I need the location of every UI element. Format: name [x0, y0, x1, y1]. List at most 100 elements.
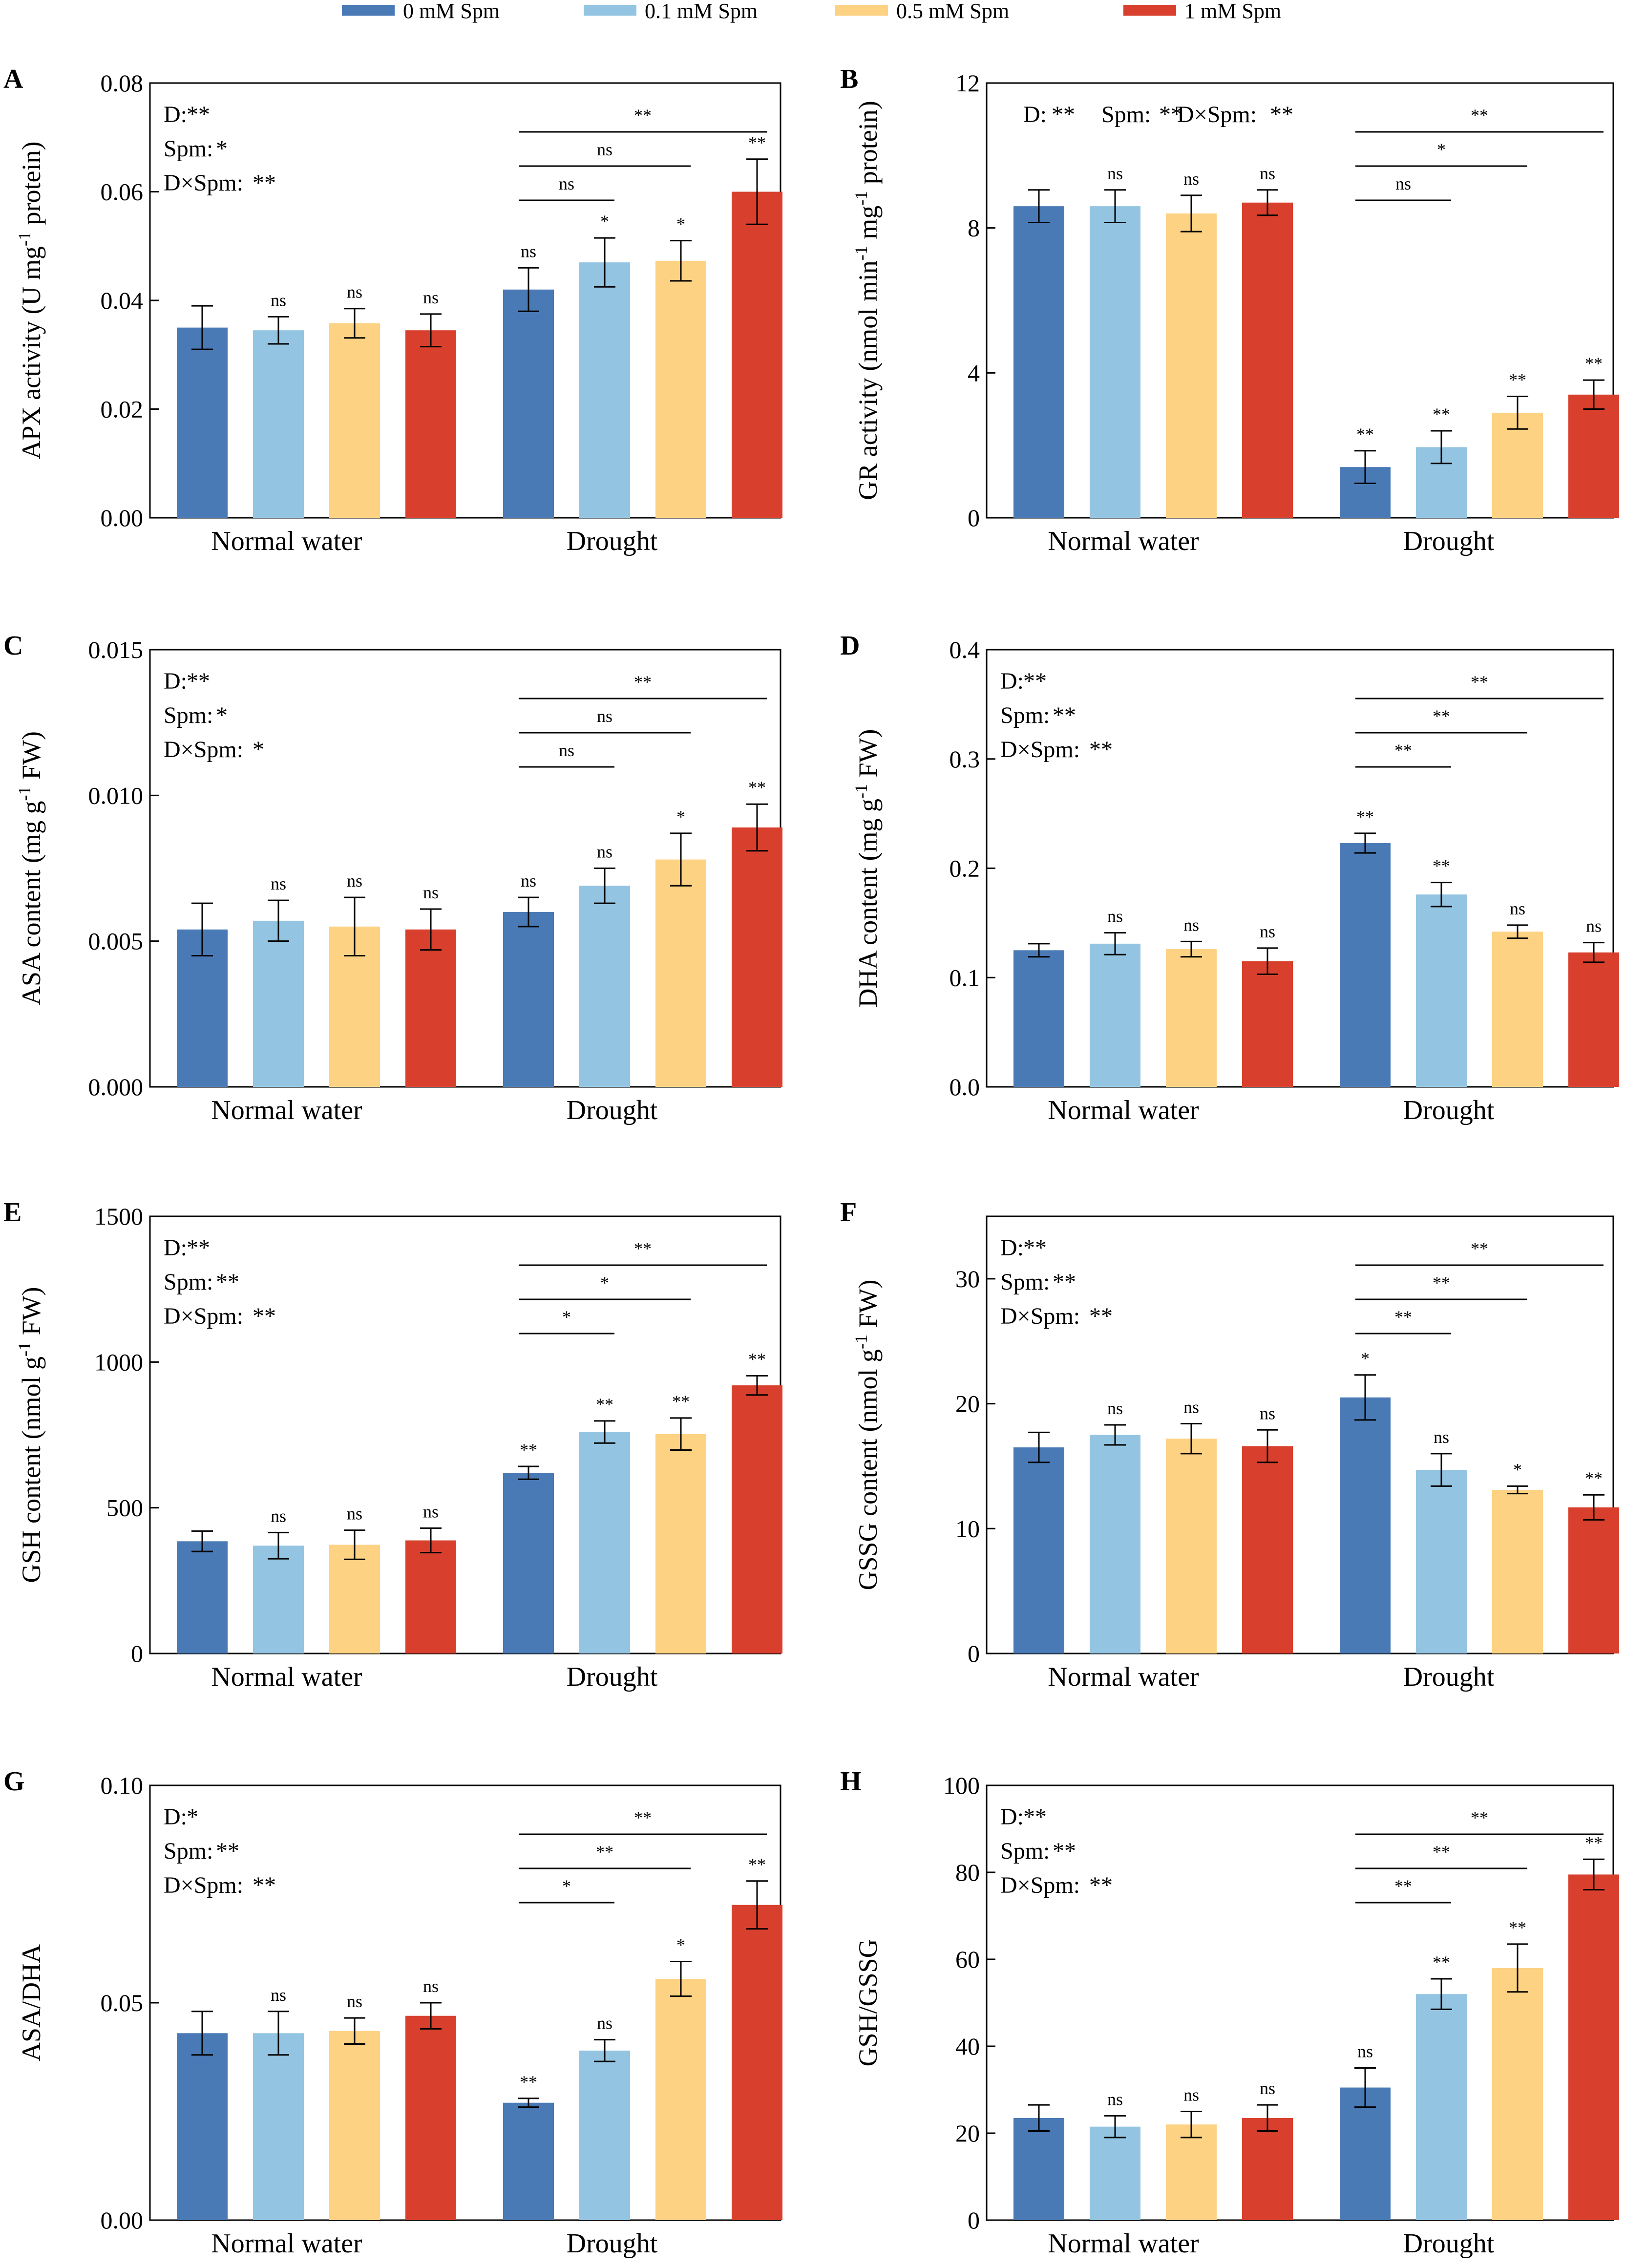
bar: [1568, 394, 1619, 518]
y-axis-label-sup: -1: [15, 786, 34, 801]
significance-label: ns: [423, 1976, 439, 1996]
significance-label: ns: [1260, 1403, 1275, 1423]
bar: [1090, 206, 1140, 518]
stat-label: D:: [1023, 102, 1047, 127]
stat-sig: **: [1270, 102, 1293, 127]
y-tick-label: 0.015: [88, 636, 144, 663]
stat-sig: **: [1089, 1303, 1113, 1329]
bar: [579, 2050, 630, 2220]
significance-label: *: [676, 807, 685, 827]
legend-label: 0 mM Spm: [403, 0, 500, 23]
category-label: Normal water: [211, 2228, 362, 2259]
y-tick-label: 30: [955, 1265, 980, 1293]
panel-letter: D: [840, 631, 860, 661]
significance-label: *: [1513, 1460, 1522, 1479]
y-tick-label: 4: [968, 359, 980, 386]
significance-label: **: [1585, 1833, 1603, 1852]
bracket-label: ns: [559, 174, 574, 193]
y-tick-label: 100: [943, 1772, 980, 1799]
y-tick-label: 0.08: [101, 69, 144, 97]
legend-swatch: [584, 5, 636, 16]
significance-label: *: [600, 212, 609, 231]
bar: [1242, 961, 1293, 1087]
stat-sig: *: [187, 1804, 198, 1830]
y-axis-label: ASA content (mg g-1 FW): [15, 731, 46, 1005]
y-axis-label-sup: -1: [851, 1335, 871, 1349]
stat-label: D×Spm:: [164, 737, 243, 763]
legend-swatch: [342, 5, 395, 16]
y-axis-label-text: GR activity (nmol min: [853, 260, 883, 500]
bar: [503, 912, 554, 1087]
y-tick-label: 0.02: [101, 396, 144, 423]
category-label: Normal water: [211, 526, 362, 556]
bar: [253, 330, 304, 518]
stat-sig: **: [1089, 737, 1113, 763]
bar: [732, 1905, 782, 2220]
bracket-label: ns: [597, 706, 612, 726]
category-label: Normal water: [1048, 1662, 1199, 1692]
bar: [1242, 1446, 1293, 1653]
panel-D: D 0.0 0.1 0.2 0.3 0.4 DHA content (mg g-1 FW) N…: [840, 631, 1619, 1125]
significance-label: ns: [1510, 899, 1525, 918]
significance-label: **: [748, 778, 766, 797]
bar: [655, 1979, 706, 2220]
category-label: Normal water: [211, 1095, 362, 1125]
stat-label: D:: [164, 1804, 187, 1830]
significance-label: **: [1433, 1952, 1450, 1972]
category-label: Drought: [567, 2228, 658, 2259]
significance-label: **: [520, 2072, 537, 2092]
bar: [1568, 1507, 1619, 1653]
significance-label: ns: [597, 2014, 612, 2033]
stat-label: Spm:: [1000, 1838, 1050, 1864]
bar: [253, 2033, 304, 2220]
significance-label: **: [1585, 354, 1603, 373]
bar: [1242, 2118, 1293, 2220]
stat-label: D:: [164, 1235, 187, 1261]
significance-label: ns: [1434, 1427, 1449, 1447]
stat-label: D:: [164, 668, 187, 694]
panel-letter: H: [840, 1766, 862, 1797]
bar: [1568, 952, 1619, 1087]
y-tick-label: 0.1: [950, 964, 980, 991]
significance-label: ns: [1183, 915, 1199, 934]
bracket-label: **: [1433, 1842, 1450, 1862]
bar: [655, 859, 706, 1087]
significance-label: **: [748, 1349, 766, 1369]
stat-label: D×Spm:: [1000, 737, 1080, 763]
bar: [253, 920, 304, 1087]
bracket-label: *: [600, 1273, 609, 1293]
y-tick-label: 0.04: [101, 287, 144, 314]
significance-label: ns: [597, 842, 612, 862]
significance-label: ns: [347, 871, 362, 890]
y-tick-label: 40: [955, 2033, 980, 2060]
legend-label: 0.5 mM Spm: [896, 0, 1009, 23]
y-tick-label: 0: [968, 2206, 980, 2234]
y-tick-label: 0.00: [101, 504, 144, 531]
y-axis-label: GSH/GSSG: [853, 1939, 883, 2066]
significance-label: ns: [271, 1506, 286, 1526]
bracket-label: *: [562, 1876, 571, 1896]
bar: [1090, 1435, 1140, 1653]
y-tick-label: 0.06: [101, 178, 144, 206]
bar: [655, 260, 706, 518]
bracket-label: **: [634, 672, 652, 692]
stat-sig: **: [1023, 1235, 1047, 1261]
bar: [1013, 950, 1064, 1087]
panel-letter: G: [3, 1766, 25, 1797]
y-tick-label: 0.4: [950, 636, 980, 663]
bar: [1340, 1397, 1391, 1653]
bar: [579, 886, 630, 1087]
category-label: Drought: [567, 526, 658, 556]
stat-label: Spm:: [164, 702, 213, 728]
panel-C: C 0.000 0.005 0.010 0.015 ASA content (mg g-1…: [3, 631, 782, 1125]
significance-label: ns: [521, 241, 536, 261]
significance-label: **: [596, 1395, 613, 1414]
y-axis-label-text: FW): [17, 731, 46, 786]
bar: [579, 262, 630, 518]
significance-label: ns: [1183, 169, 1199, 189]
significance-label: ns: [271, 1985, 286, 2005]
y-axis-label-text: ASA/DHA: [17, 1944, 46, 2061]
panel-letter: A: [3, 64, 23, 94]
significance-label: ns: [1260, 164, 1275, 183]
bracket-label: **: [596, 1842, 613, 1862]
